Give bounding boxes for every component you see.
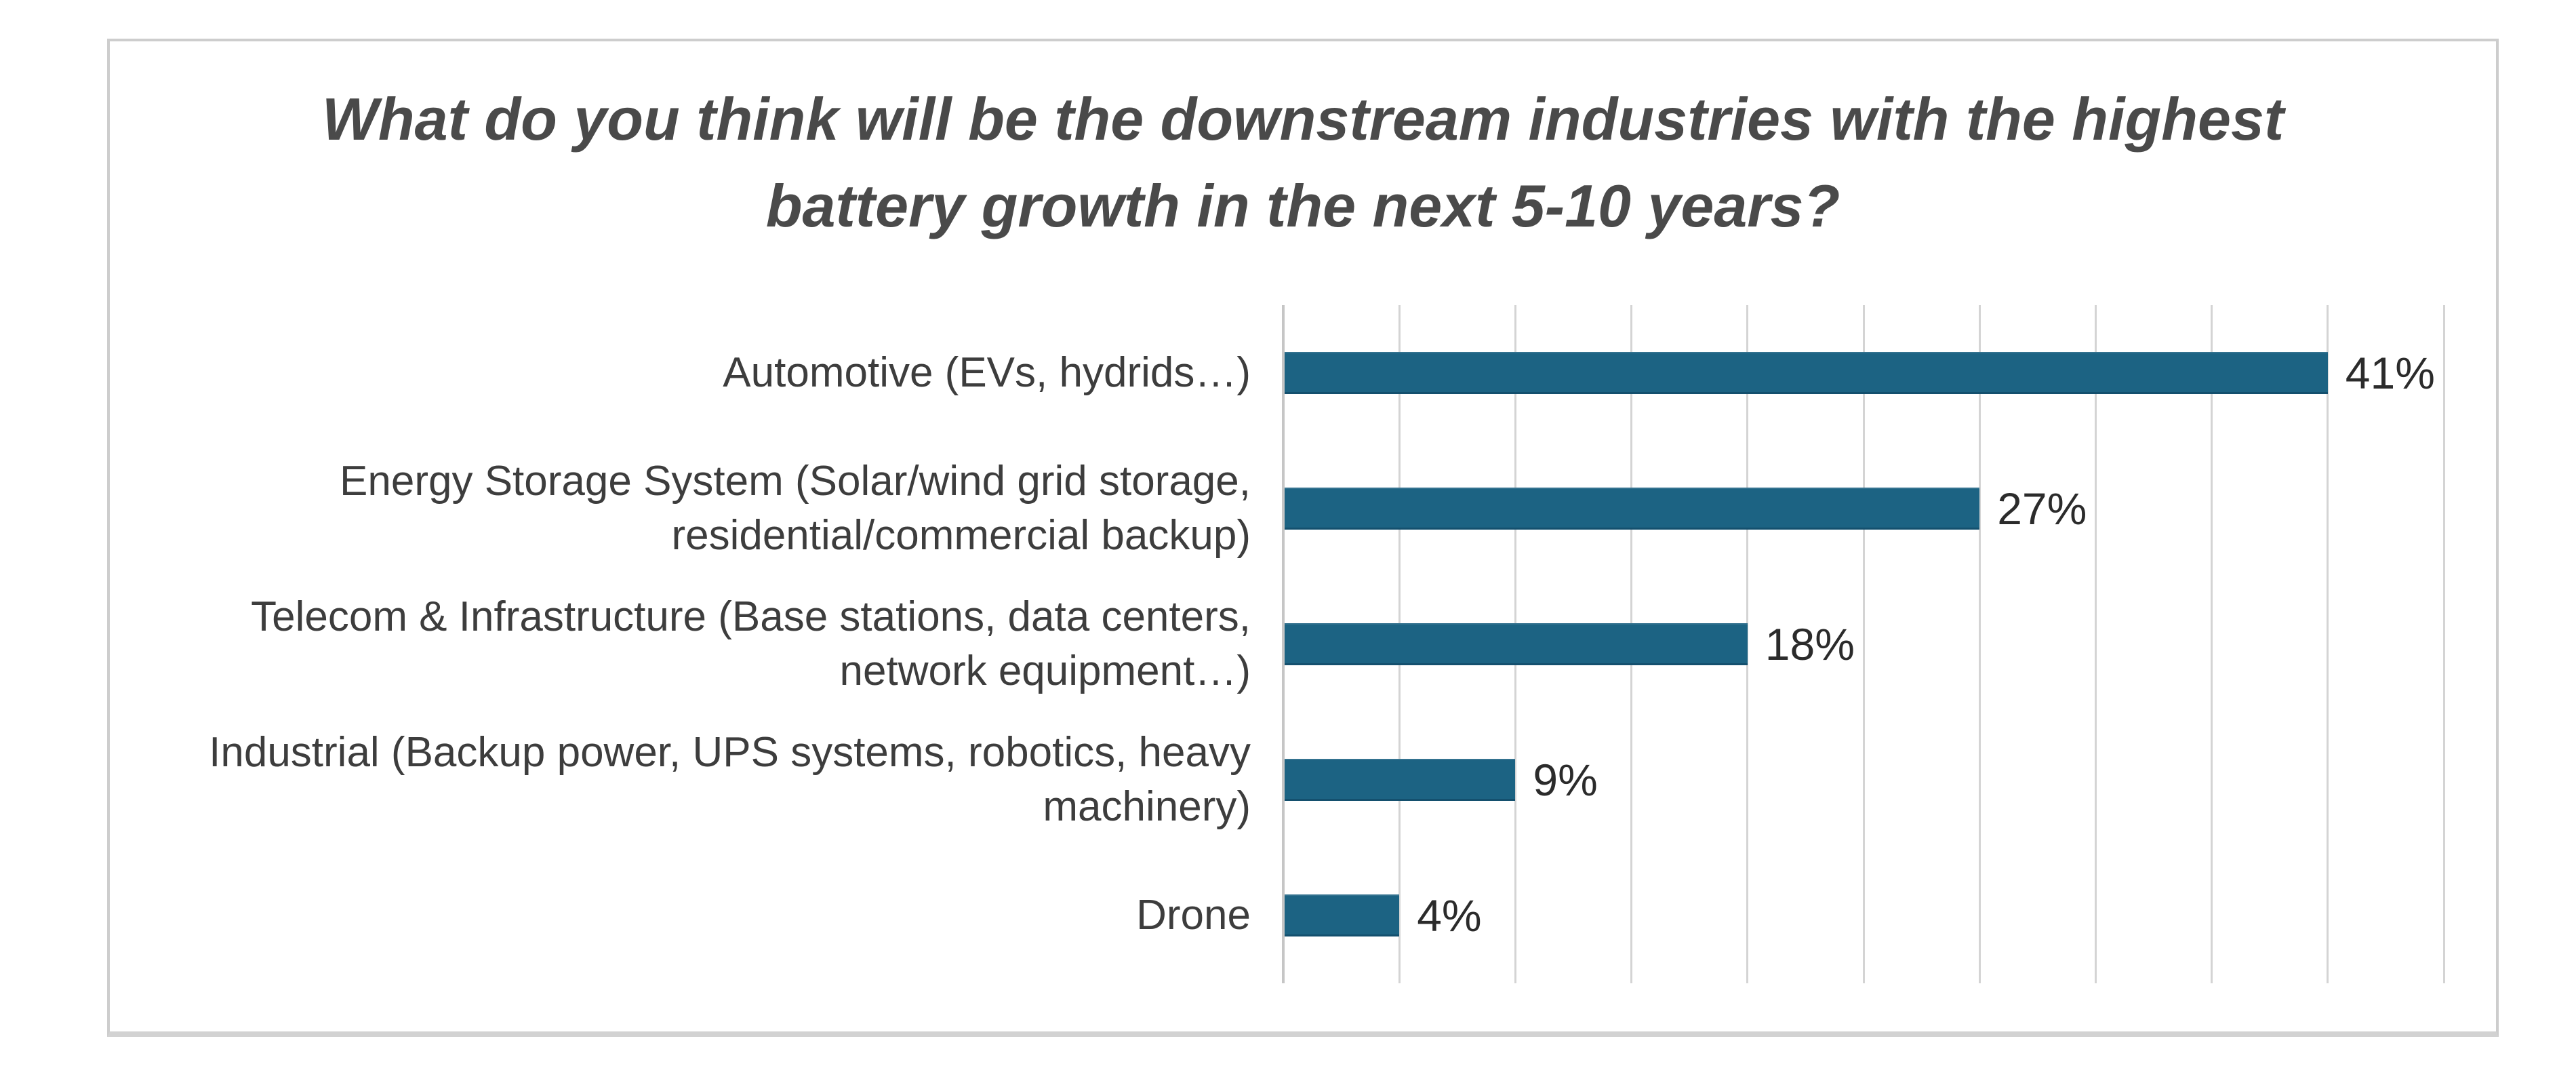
category-label-automotive: Automotive (EVs, hydrids…) (723, 346, 1251, 400)
bar-automotive (1285, 352, 2328, 394)
x-gridline (1978, 305, 1981, 983)
category-label-line: Drone (1136, 892, 1251, 939)
category-label-drone: Drone (1136, 888, 1251, 943)
value-label-telecom-infrastructure: 18% (1765, 619, 1855, 669)
x-gridline (1862, 305, 1865, 983)
category-label-line: residential/commercial backup) (671, 512, 1251, 559)
chart-title: What do you think will be the downstream… (107, 76, 2499, 250)
category-label-line: Energy Storage System (Solar/wind grid s… (340, 458, 1251, 505)
category-label-line: machinery) (1043, 783, 1251, 830)
bar-energy-storage-system (1285, 488, 1980, 530)
value-label-drone: 4% (1417, 890, 1482, 941)
category-label-line: network equipment…) (839, 648, 1251, 694)
chart-title-line-1: What do you think will be the downstream… (321, 85, 2285, 153)
category-label-energy-storage-system: Energy Storage System (Solar/wind grid s… (340, 454, 1251, 563)
category-label-line: Automotive (EVs, hydrids…) (723, 349, 1251, 396)
bar-drone (1285, 894, 1400, 936)
bar-telecom-infrastructure (1285, 623, 1748, 665)
category-label-industrial: Industrial (Backup power, UPS systems, r… (209, 726, 1251, 834)
x-gridline (2211, 305, 2213, 983)
category-label-line: Industrial (Backup power, UPS systems, r… (209, 729, 1251, 776)
value-label-automotive: 41% (2345, 348, 2435, 398)
value-label-energy-storage-system: 27% (1997, 484, 2087, 534)
x-gridline (2094, 305, 2097, 983)
x-gridline (1746, 305, 1749, 983)
x-gridline (2442, 305, 2445, 983)
y-axis-line (1282, 305, 1285, 983)
category-label-telecom-infrastructure: Telecom & Infrastructure (Base stations,… (251, 590, 1251, 698)
chart-frame (107, 39, 2499, 1037)
x-gridline (2327, 305, 2329, 983)
value-label-industrial: 9% (1533, 755, 1598, 805)
category-label-line: Telecom & Infrastructure (Base stations,… (251, 593, 1251, 640)
chart-title-line-2: battery growth in the next 5-10 years? (765, 172, 1840, 239)
bar-industrial (1285, 759, 1516, 801)
